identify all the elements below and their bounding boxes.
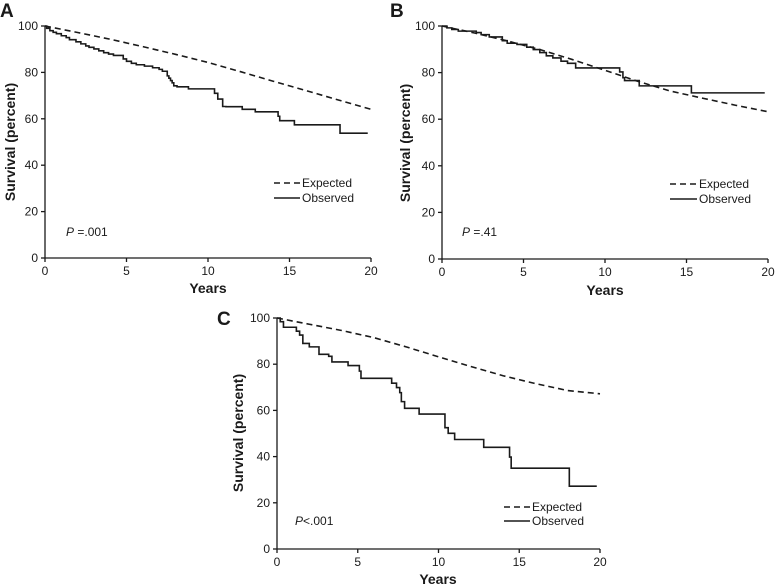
x-tick-label: 15	[680, 265, 694, 279]
legend-observed-label: Observed	[302, 191, 354, 205]
y-tick-label: 20	[257, 496, 271, 510]
p-value: =.41	[470, 225, 497, 239]
panel-c: C Survival (percent) Years Expected Obse…	[217, 309, 607, 586]
x-tick-label: 5	[123, 264, 130, 278]
legend-observed-label: Observed	[699, 192, 751, 206]
x-tick-label: 15	[283, 264, 297, 278]
x-tick-label: 20	[593, 555, 607, 569]
y-tick-label: 100	[415, 19, 435, 33]
y-tick-label: 0	[263, 542, 270, 556]
legend-expected-label: Expected	[699, 177, 749, 191]
y-axis-label-c: Survival (percent)	[230, 374, 246, 492]
panel-letter-b: B	[390, 1, 404, 22]
x-tick-label: 0	[42, 264, 49, 278]
y-tick-label: 40	[422, 159, 436, 173]
y-tick-label: 100	[18, 19, 38, 33]
x-tick-label: 20	[761, 265, 775, 279]
x-tick-label: 20	[364, 264, 378, 278]
legend-c: Expected Observed	[504, 500, 584, 528]
y-tick-label: 20	[422, 205, 436, 219]
legend-a: Expected Observed	[274, 176, 354, 205]
x-tick-label: 0	[274, 555, 281, 569]
p-value: =.001	[74, 225, 108, 239]
p-value: <.001	[303, 514, 334, 528]
y-tick-label: 0	[31, 251, 38, 265]
x-tick-label: 5	[520, 265, 527, 279]
panel-b: B Survival (percent) Years Expected Obse…	[390, 1, 775, 298]
y-tick-label: 100	[250, 311, 270, 325]
p-value-annotation-c: P<.001	[295, 514, 334, 528]
y-tick-label: 0	[428, 252, 435, 266]
y-tick-label: 60	[257, 403, 271, 417]
y-axis-label-a: Survival (percent)	[2, 83, 18, 201]
p-value-annotation-a: P =.001	[66, 225, 108, 239]
y-tick-label: 60	[25, 112, 39, 126]
expected-survival-line-b	[441, 25, 769, 113]
expected-survival-line-c	[276, 317, 601, 395]
x-axis-label-a: Years	[189, 280, 227, 296]
legend-observed-label: Observed	[532, 514, 584, 528]
observed-survival-line-c	[277, 317, 597, 487]
y-axis-label-b: Survival (percent)	[397, 84, 413, 202]
panel-letter-c: C	[217, 309, 231, 330]
x-tick-label: 10	[201, 264, 215, 278]
y-tick-label: 80	[422, 66, 436, 80]
y-tick-label: 20	[25, 205, 39, 219]
p-label: P	[462, 225, 470, 239]
x-axis-label-c: Years	[419, 571, 457, 586]
x-tick-label: 15	[513, 555, 527, 569]
x-tick-label: 5	[354, 555, 361, 569]
y-tick-label: 40	[257, 450, 271, 464]
y-tick-label: 40	[25, 158, 39, 172]
panel-letter-a: A	[0, 1, 14, 22]
panel-a: A Survival (percent) Years Expected Obse…	[0, 1, 378, 296]
y-tick-label: 60	[422, 112, 436, 126]
legend-expected-label: Expected	[532, 500, 582, 514]
observed-survival-line-b	[442, 25, 765, 94]
x-tick-label: 10	[432, 555, 446, 569]
p-value-annotation-b: P =.41	[462, 225, 497, 239]
legend-expected-label: Expected	[302, 176, 352, 190]
legend-b: Expected Observed	[670, 177, 751, 206]
x-tick-label: 10	[598, 265, 612, 279]
observed-survival-line-a	[45, 25, 368, 134]
x-tick-label: 0	[439, 265, 446, 279]
y-tick-label: 80	[257, 357, 271, 371]
x-axis-label-b: Years	[586, 282, 624, 298]
p-label: P	[295, 514, 303, 528]
expected-survival-line-a	[44, 25, 372, 111]
p-label: P	[66, 225, 74, 239]
y-tick-label: 80	[25, 65, 39, 79]
